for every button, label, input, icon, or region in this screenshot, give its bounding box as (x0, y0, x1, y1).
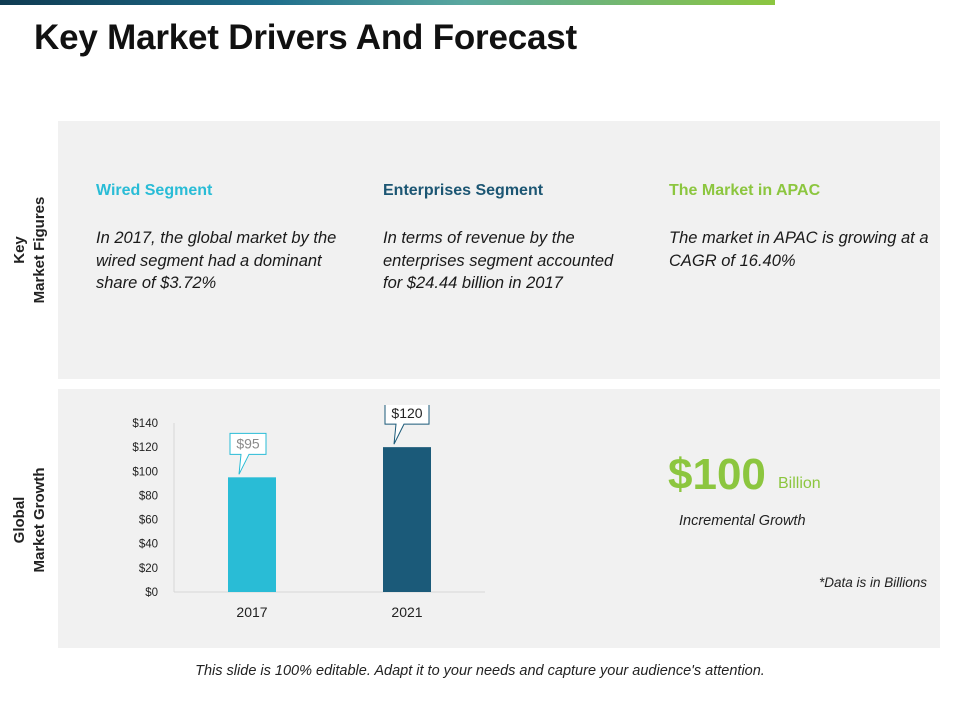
incremental-growth-value: $100 (668, 450, 766, 499)
growth-bar-chart: $0 $20 $40 $60 $80 $100 $120 $140 2017 $95 2021 $12… (132, 405, 485, 620)
data-label: $95 (236, 435, 260, 451)
data-label: $120 (391, 405, 422, 421)
y-tick-label: $80 (139, 490, 158, 502)
page-title: Key Market Drivers And Forecast (34, 18, 577, 57)
figure-text: The market in APAC is growing at a CAGR … (669, 229, 929, 270)
bar-2017 (228, 477, 276, 592)
x-tick-label: 2021 (391, 604, 422, 620)
figure-heading: Wired Segment (96, 182, 213, 199)
data-note: *Data is in Billions (818, 575, 927, 590)
top-accent-bar (0, 0, 775, 5)
y-tick-label: $140 (132, 418, 158, 430)
figure-heading: Enterprises Segment (383, 182, 544, 199)
x-tick-label: 2017 (236, 604, 267, 620)
callout-box (229, 432, 267, 475)
figure-text: In terms of revenue by the enterprises s… (383, 229, 614, 292)
incremental-growth-unit: Billion (778, 475, 821, 492)
side-label-global-market-growth: Global Market Growth (11, 467, 48, 573)
key-market-figures-panel (58, 121, 940, 379)
global-market-growth-panel (58, 389, 940, 648)
y-tick-label: $0 (145, 587, 158, 599)
y-tick-label: $100 (132, 466, 158, 478)
y-tick-label: $40 (139, 539, 158, 551)
figure-wired-segment: Wired Segment In 2017, the global market… (96, 182, 346, 295)
figure-text: In 2017, the global market by the wired … (96, 229, 337, 292)
bar-2021 (383, 447, 431, 592)
figure-market-apac: The Market in APAC The market in APAC is… (669, 182, 934, 272)
callout-box (384, 405, 430, 445)
figure-heading: The Market in APAC (669, 182, 821, 199)
figure-enterprises-segment: Enterprises Segment In terms of revenue … (383, 182, 633, 295)
y-tick-label: $60 (139, 515, 158, 527)
y-tick-label: $20 (139, 563, 158, 575)
footer-note: This slide is 100% editable. Adapt it to… (195, 663, 765, 679)
incremental-growth-caption: Incremental Growth (679, 513, 806, 529)
y-tick-label: $120 (132, 442, 158, 454)
side-label-key-market-figures: Key Market Figures (11, 196, 48, 304)
